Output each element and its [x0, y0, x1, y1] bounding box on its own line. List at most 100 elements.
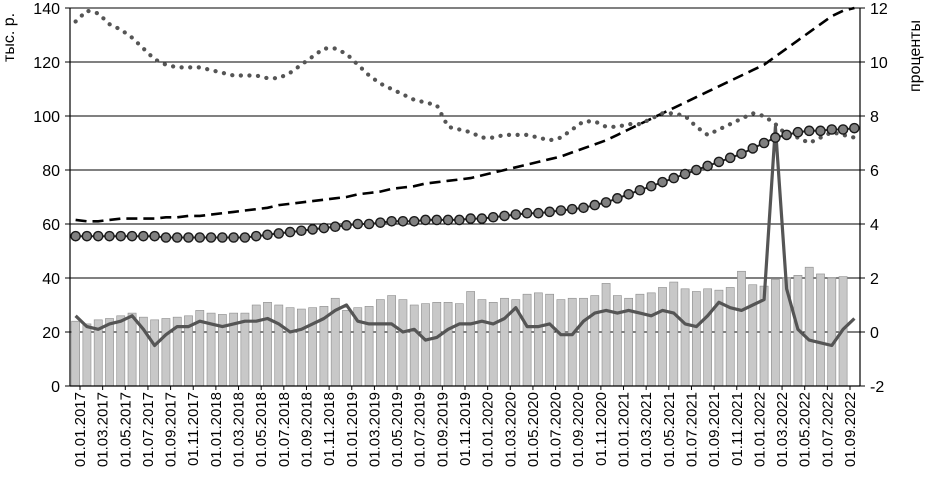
- bar: [590, 295, 600, 387]
- right-tick-label: 10: [870, 55, 888, 72]
- right-tick-label: 0: [870, 325, 879, 342]
- x-tick-label: 01.11.2018: [321, 392, 338, 466]
- bar: [421, 303, 430, 387]
- bar: [409, 304, 419, 387]
- marker-point: [70, 230, 81, 242]
- bar: [443, 301, 453, 387]
- bar: [601, 283, 611, 387]
- line-series: [70, 6, 860, 348]
- left-tick-label: 140: [33, 1, 60, 18]
- marker-point: [431, 214, 443, 226]
- bar: [737, 270, 746, 387]
- marker-point: [454, 214, 465, 226]
- bar: [579, 297, 588, 387]
- left-tick-label: 40: [42, 271, 60, 288]
- bar: [285, 307, 295, 387]
- bar: [432, 301, 442, 387]
- marker-point: [171, 232, 183, 243]
- bar: [387, 295, 397, 387]
- x-tick-label: 01.09.2022: [842, 392, 859, 467]
- marker-point: [668, 172, 680, 184]
- gridlines: [70, 7, 860, 333]
- x-tick-label: 01.09.2019: [434, 392, 451, 467]
- bar: [635, 293, 645, 387]
- right-axis-label: проценты: [907, 20, 924, 92]
- marker-point: [352, 218, 364, 230]
- x-tick-label: 01.07.2020: [548, 392, 565, 467]
- x-tick-label: 01.01.2021: [616, 392, 633, 467]
- marker-point: [849, 122, 860, 134]
- left-tick-label: 60: [42, 217, 60, 234]
- marker-point: [183, 232, 194, 243]
- dashed-line: [75, 6, 855, 223]
- left-tick-label: 20: [42, 325, 60, 342]
- marker-point: [679, 168, 691, 180]
- bar: [680, 288, 690, 387]
- marker-point: [487, 211, 499, 223]
- marker-point: [803, 125, 815, 137]
- bar: [770, 279, 780, 387]
- bar: [556, 299, 566, 387]
- marker-point: [826, 124, 838, 135]
- x-tick-label: 01.05.2019: [389, 392, 406, 467]
- left-tick-label: 0: [51, 379, 60, 396]
- marker-point: [521, 207, 533, 219]
- marker-line: [75, 127, 855, 239]
- marker-point: [194, 232, 206, 243]
- bar: [105, 318, 114, 387]
- marker-point: [205, 232, 217, 243]
- bar: [522, 293, 532, 387]
- marker-point: [702, 160, 713, 172]
- x-tick-label: 01.05.2018: [253, 392, 270, 467]
- x-tick-label: 01.07.2021: [684, 392, 701, 467]
- marker-point: [126, 230, 138, 242]
- bar: [646, 292, 656, 387]
- marker-point: [386, 215, 397, 227]
- marker-point: [510, 209, 522, 220]
- x-tick-label: 01.11.2017: [185, 392, 202, 466]
- right-tick-label: -2: [870, 379, 884, 396]
- x-tick-label: 01.09.2021: [706, 392, 723, 467]
- marker-point: [815, 125, 826, 137]
- right-tick-label: 8: [870, 109, 879, 126]
- solid-line: [74, 125, 856, 348]
- marker-point: [476, 213, 488, 224]
- marker-point: [318, 222, 330, 234]
- left-tick-label: 80: [42, 163, 60, 180]
- marker-point: [589, 199, 601, 211]
- x-tick-label: 01.07.2017: [140, 392, 157, 467]
- dotted-line: [73, 8, 857, 146]
- bar: [342, 310, 351, 387]
- marker-point: [465, 213, 476, 224]
- bar: [725, 287, 735, 387]
- bar: [398, 299, 408, 387]
- x-tick-label: 01.09.2017: [163, 392, 180, 467]
- x-tick-label: 01.11.2020: [593, 392, 610, 466]
- marker-point: [578, 202, 589, 214]
- x-tick-label: 01.03.2021: [638, 392, 655, 467]
- x-tick-label: 01.05.2020: [525, 392, 542, 467]
- bar: [658, 287, 667, 387]
- marker-point: [770, 132, 781, 143]
- x-tick-label: 01.03.2020: [502, 392, 519, 467]
- x-tick-label: 01.01.2022: [751, 392, 768, 467]
- bar: [116, 315, 126, 387]
- marker-point: [341, 220, 352, 231]
- bar: [375, 299, 385, 387]
- x-tick-label: 01.11.2021: [729, 392, 746, 466]
- marker-point: [691, 164, 702, 176]
- x-tick-label: 01.01.2017: [72, 392, 89, 467]
- x-tick-label: 01.09.2018: [299, 392, 316, 467]
- x-tick-label: 01.05.2021: [661, 392, 678, 467]
- marker-point: [600, 197, 612, 208]
- bar: [545, 293, 555, 387]
- x-tick-label: 01.03.2019: [366, 392, 383, 467]
- left-tick-label: 120: [33, 55, 60, 72]
- bar: [364, 306, 374, 387]
- marker-point: [397, 215, 409, 227]
- bar: [150, 319, 160, 387]
- marker-point: [104, 230, 115, 242]
- marker-point: [420, 214, 431, 226]
- right-axis-ticks: -2 0 2 4 6 8 10 12: [860, 1, 888, 396]
